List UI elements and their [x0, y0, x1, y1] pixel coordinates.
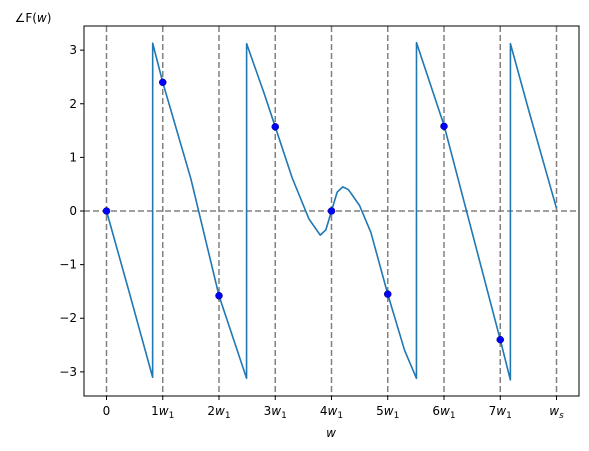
- y-tick-label-2: −1: [59, 258, 77, 272]
- y-axis-ticks: −3 −2 −1 0 1 2 3: [59, 43, 84, 379]
- series-line-0: [105, 41, 558, 381]
- series-line-group: [105, 41, 558, 381]
- x-tick-label-3: 3w1: [264, 404, 287, 421]
- marker-group: [102, 78, 504, 344]
- x-tick-label-8: ws: [549, 404, 564, 421]
- x-axis-ticks: 0 1w1 2w1 3w1 4w1 5w1 6w1 7w1 ws: [103, 396, 564, 421]
- data-marker-7: [496, 335, 504, 344]
- y-tick-label-1: −2: [59, 311, 77, 325]
- data-marker-1: [159, 78, 167, 87]
- x-axis-label: w: [326, 426, 336, 440]
- data-marker-4: [327, 207, 336, 215]
- y-tick-label-3: 0: [69, 204, 77, 218]
- data-marker-2: [215, 291, 223, 300]
- y-tick-label-0: −3: [59, 365, 77, 379]
- x-tick-label-0: 0: [103, 404, 111, 418]
- x-tick-label-1: 1w1: [151, 404, 174, 421]
- data-marker-0: [102, 207, 111, 215]
- y-axis-label: ∠F(w): [15, 11, 52, 25]
- data-marker-5: [384, 290, 392, 298]
- x-tick-label-7: 7w1: [489, 404, 512, 421]
- y-tick-label-4: 1: [69, 150, 77, 164]
- x-tick-label-4: 4w1: [320, 404, 343, 421]
- y-tick-label-5: 2: [69, 97, 77, 111]
- data-marker-6: [440, 122, 448, 131]
- data-marker-3: [271, 123, 279, 131]
- x-tick-label-5: 5w1: [376, 404, 399, 421]
- x-tick-label-6: 6w1: [432, 404, 455, 421]
- y-tick-label-6: 3: [69, 43, 77, 57]
- x-tick-label-2: 2w1: [207, 404, 230, 421]
